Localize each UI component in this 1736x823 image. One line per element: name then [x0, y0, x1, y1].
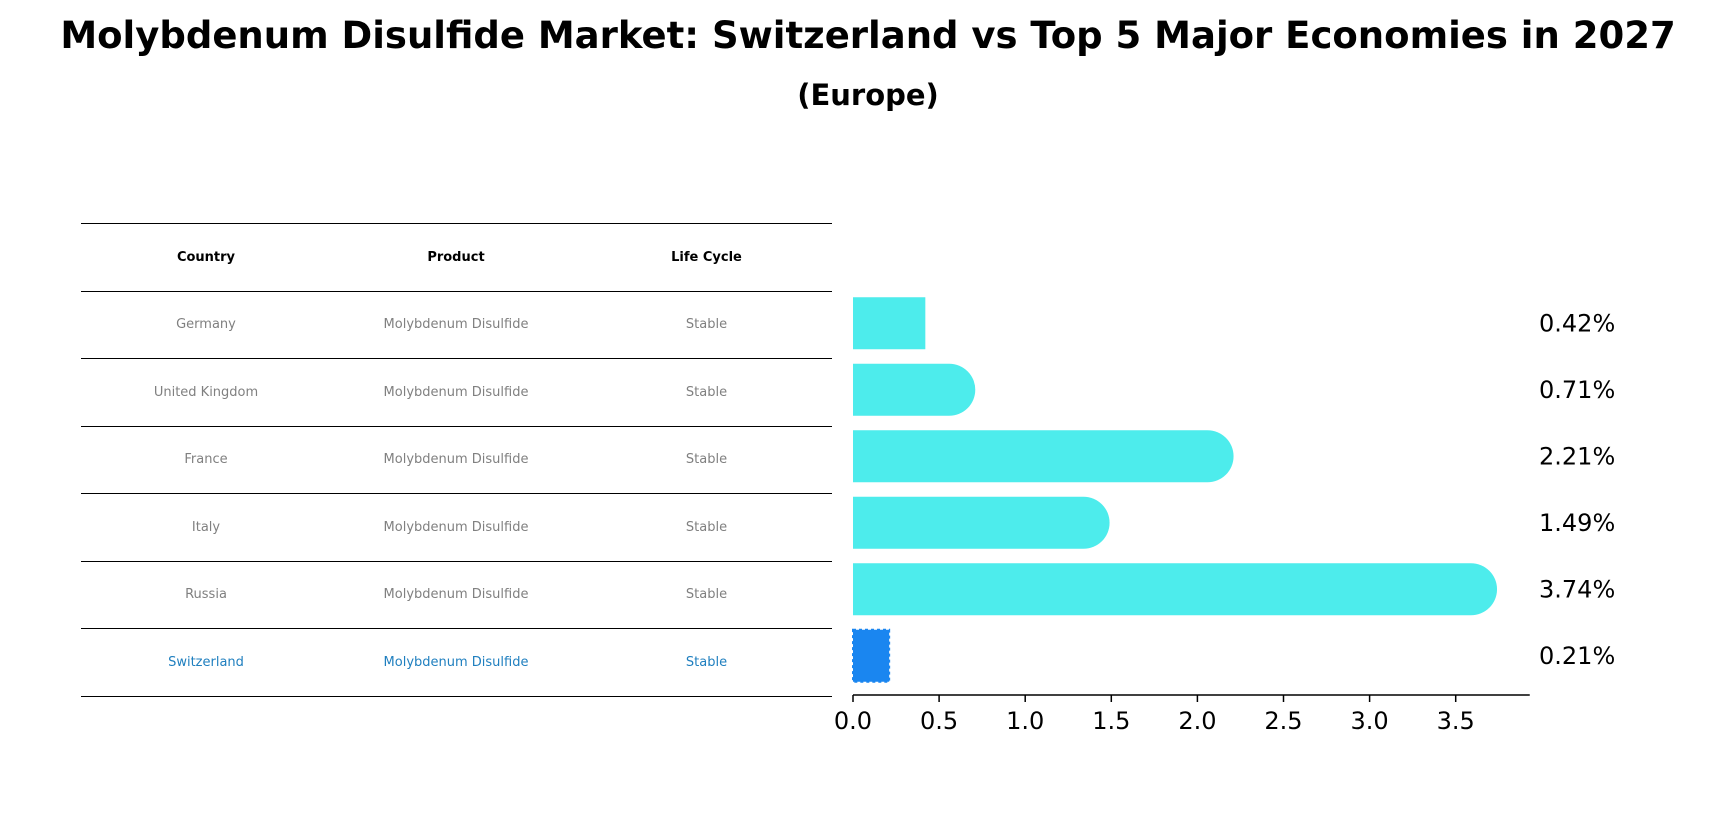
bar-united-kingdom: [853, 363, 976, 416]
table-row-highlighted: Switzerland Molybdenum Disulfide Stable: [81, 628, 832, 697]
table-row: Italy Molybdenum Disulfide Stable: [81, 493, 832, 561]
x-tick-label: 0.5: [920, 707, 958, 735]
bar-value-label: 3.74%: [1539, 575, 1615, 603]
table-row: Russia Molybdenum Disulfide Stable: [81, 560, 832, 629]
cell-country: France: [184, 452, 228, 468]
header-life-cycle: Life Cycle: [671, 249, 742, 265]
cell-country: Italy: [191, 519, 221, 535]
bar-russia: [853, 563, 1498, 616]
bar-value-label: 0.42%: [1539, 309, 1615, 337]
table-row: France Molybdenum Disulfide Stable: [81, 425, 832, 494]
cell-product: Molybdenum Disulfide: [383, 654, 529, 670]
table-header-row: Country Product Life Cycle: [81, 223, 832, 291]
cell-country: Switzerland: [168, 654, 244, 670]
bar-switzerland: [852, 628, 891, 683]
cell-product: Molybdenum Disulfide: [383, 587, 529, 603]
bar-value-label: 0.21%: [1539, 642, 1615, 670]
cell-product: Molybdenum Disulfide: [383, 384, 529, 400]
cell-product: Molybdenum Disulfide: [383, 519, 529, 535]
x-tick-label: 1.5: [1092, 707, 1130, 735]
bar-italy: [853, 496, 1110, 549]
header-product: Product: [427, 249, 485, 265]
cell-product: Molybdenum Disulfide: [383, 452, 529, 468]
x-tick-label: 2.0: [1178, 707, 1216, 735]
cell-life-cycle: Stable: [685, 317, 728, 333]
header-country: Country: [176, 249, 236, 265]
bar-france: [853, 430, 1234, 483]
x-tick-label: 0.0: [834, 707, 872, 735]
cell-country: Germany: [176, 317, 236, 333]
cell-life-cycle: Stable: [685, 587, 728, 603]
data-table: Country Product Life Cycle Germany Molyb…: [81, 223, 832, 697]
bar-value-label: 0.71%: [1539, 376, 1615, 404]
bar-value-label: 2.21%: [1539, 442, 1615, 470]
cell-life-cycle: Stable: [685, 384, 728, 400]
x-tick-label: 3.0: [1351, 707, 1389, 735]
cell-life-cycle: Stable: [685, 519, 728, 535]
table-row: United Kingdom Molybdenum Disulfide Stab…: [81, 358, 832, 426]
x-tick-label: 3.5: [1437, 707, 1475, 735]
chart-subtitle: (Europe): [797, 78, 939, 112]
chart-title: Molybdenum Disulfide Market: Switzerland…: [60, 14, 1676, 57]
cell-country: United Kingdom: [153, 384, 259, 400]
cell-life-cycle: Stable: [685, 654, 728, 670]
bar-germany: [853, 297, 926, 350]
bar-value-label: 1.49%: [1539, 509, 1615, 537]
x-tick-label: 1.0: [1006, 707, 1044, 735]
x-tick-label: 2.5: [1264, 707, 1302, 735]
cell-life-cycle: Stable: [685, 452, 728, 468]
cell-product: Molybdenum Disulfide: [383, 317, 529, 333]
cell-country: Russia: [185, 587, 227, 603]
table-row: Germany Molybdenum Disulfide Stable: [81, 290, 832, 359]
